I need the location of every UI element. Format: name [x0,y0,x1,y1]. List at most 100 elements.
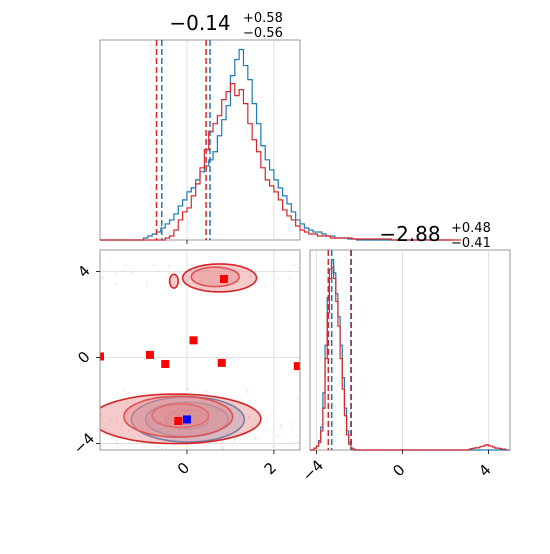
joint-sample-point [145,280,148,283]
joint-sample-point [123,389,125,392]
joint-sample-point [153,264,155,266]
joint-sample-point [104,428,106,430]
joint-marker [293,362,300,371]
joint-sample-point [149,418,151,420]
joint-sample-point [130,269,132,271]
joint-sample-point [233,403,236,406]
joint-sample-point [190,263,193,265]
joint-marker [146,350,154,359]
joint-sample-point [247,417,250,419]
x-marginal-frame [99,39,301,241]
x-marginal-hist-series-0 [100,48,453,241]
y-marginal-xtick-label: 0 [389,461,408,480]
joint-sample-point [296,436,298,438]
joint-sample-point [187,387,189,389]
joint-sample-point [116,420,118,422]
joint-sample-point [290,423,292,425]
joint-sample-point [297,397,299,400]
joint-sample-point [109,260,111,263]
joint-sample-point [137,415,139,418]
joint-marker [182,415,191,424]
joint-sample-point [109,421,112,423]
joint-sample-point [115,439,118,441]
joint-sample-point [124,264,127,266]
joint-sample-point [127,451,128,452]
joint-sample-point [205,390,208,393]
joint-sample-point [233,440,236,442]
joint-sample-point [280,424,282,426]
joint-sample-point [234,438,237,440]
joint-sample-point [168,265,171,268]
joint-sample-point [248,415,251,418]
joint-sample-point [190,272,192,274]
joint-sample-point [297,441,299,443]
x-marginal-upper: +0.58 [243,11,283,26]
joint-sample-point [225,432,227,434]
joint-sample-point [189,448,191,450]
joint-sample-point [123,270,125,272]
joint-marker [100,352,104,361]
joint-sample-point [128,430,130,432]
joint-sample-point [150,423,152,426]
y-marginal-lower: −0.41 [451,236,491,251]
joint-sample-point [244,389,246,391]
joint-contour-1-0 [151,402,210,429]
y-marginal-xtick-label: −4 [299,456,327,484]
joint-sample-point [198,433,200,435]
joint-sample-point [198,436,200,439]
joint-marker [217,358,226,367]
joint-sample-point [265,285,267,288]
joint-marker [174,416,183,425]
joint-sample-point [257,281,259,284]
joint-sample-point [115,282,117,285]
joint-sample-point [181,398,184,401]
joint-sample-point [222,448,224,450]
joint-sample-point [213,289,215,291]
joint-panel: −4 0 4 0 2 [70,249,301,478]
joint-sample-point [102,277,105,279]
joint-sample-point [115,416,118,419]
joint-ytick-label: −4 [70,429,98,457]
joint-sample-point [280,425,283,428]
joint-sample-point [189,434,191,436]
y-marginal-hist-series-1 [310,266,508,451]
joint-contour-1-1 [123,395,234,438]
joint-sample-point [105,433,107,435]
joint-sample-point [292,264,295,266]
joint-sample-point [279,425,281,427]
joint-xtick-label: 2 [261,459,280,478]
joint-ytick-label: 4 [74,262,93,281]
joint-sample-point [161,447,163,449]
joint-sample-point [198,415,201,418]
joint-sample-point [265,429,267,431]
joint-sample-point [148,418,150,421]
joint-sample-point [110,419,113,421]
joint-sample-point [210,426,212,428]
joint-sample-point [191,420,194,422]
joint-sample-point [182,406,184,408]
joint-sample-point [161,417,163,420]
joint-sample-point [148,428,150,431]
joint-sample-point [247,391,249,393]
joint-sample-point [249,275,251,277]
joint-sample-point [187,388,189,391]
joint-xtick-label: 0 [174,459,193,478]
joint-sample-point [131,271,133,273]
joint-contour-1-5 [168,273,180,289]
joint-sample-point [247,415,250,418]
x-marginal-median: −0.14 [169,11,230,35]
joint-sample-point [127,391,130,394]
joint-sample-point [250,425,253,428]
joint-sample-point [213,413,215,416]
joint-sample-point [146,286,149,288]
x-marginal-hist-series-1 [100,83,461,241]
joint-sample-point [250,276,252,279]
joint-sample-point [148,430,150,432]
joint-sample-point [115,272,117,274]
joint-sample-point [255,438,257,440]
joint-sample-point [117,446,119,448]
y-marginal-panel: −4 0 4 −2.88 +0.48 −0.41 [299,221,511,485]
joint-sample-point [165,447,167,449]
joint-marker [189,336,198,345]
